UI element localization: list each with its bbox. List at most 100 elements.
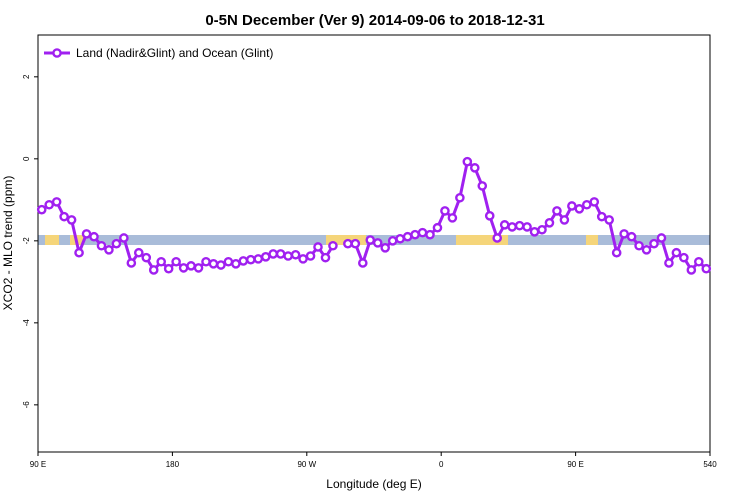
point bbox=[51, 197, 62, 207]
point bbox=[283, 251, 293, 261]
point bbox=[104, 245, 114, 255]
point bbox=[223, 256, 234, 267]
point bbox=[365, 235, 376, 245]
point bbox=[133, 247, 144, 258]
point bbox=[156, 256, 166, 267]
point bbox=[499, 220, 510, 230]
point bbox=[313, 242, 323, 252]
y-tick-label: 2 bbox=[22, 74, 31, 79]
point bbox=[245, 254, 256, 265]
point bbox=[201, 256, 211, 267]
point bbox=[559, 215, 570, 225]
point bbox=[649, 238, 659, 249]
point bbox=[298, 254, 308, 264]
point bbox=[477, 181, 488, 191]
point bbox=[634, 240, 644, 251]
point bbox=[163, 263, 174, 274]
point bbox=[253, 254, 264, 264]
x-tick-label: 180 bbox=[166, 460, 180, 469]
point bbox=[59, 211, 69, 222]
point bbox=[171, 256, 181, 267]
point bbox=[440, 206, 450, 216]
point bbox=[305, 251, 316, 261]
point bbox=[484, 211, 495, 221]
point bbox=[462, 156, 473, 167]
point bbox=[81, 229, 92, 239]
point bbox=[74, 247, 84, 258]
y-tick-label: -2 bbox=[22, 237, 31, 245]
legend-label: Land (Nadir&Glint) and Ocean (Glint) bbox=[76, 46, 273, 60]
point bbox=[96, 240, 107, 251]
point bbox=[178, 263, 189, 273]
point bbox=[589, 197, 600, 207]
point bbox=[469, 163, 480, 173]
point bbox=[596, 211, 607, 222]
point bbox=[148, 265, 159, 275]
point bbox=[582, 199, 592, 210]
y-tick-label: 0 bbox=[22, 156, 31, 161]
point bbox=[679, 252, 689, 263]
point bbox=[290, 249, 301, 260]
x-axis-label: Longitude (deg E) bbox=[326, 477, 421, 491]
x-tick-label: 0 bbox=[439, 460, 444, 469]
point bbox=[410, 229, 420, 240]
plot-frame bbox=[37, 34, 711, 453]
x-tick-label: 540 bbox=[703, 460, 717, 469]
point bbox=[193, 263, 204, 273]
point bbox=[701, 263, 712, 274]
point bbox=[44, 199, 55, 210]
point bbox=[111, 238, 122, 249]
point bbox=[544, 217, 555, 228]
point bbox=[275, 249, 286, 259]
point bbox=[694, 256, 704, 267]
point bbox=[141, 252, 152, 263]
point bbox=[350, 238, 361, 249]
point bbox=[626, 231, 637, 242]
point bbox=[492, 233, 503, 243]
point bbox=[552, 206, 562, 216]
point bbox=[36, 204, 47, 215]
point bbox=[328, 240, 338, 251]
point bbox=[402, 231, 413, 242]
x-tick-label: 90 W bbox=[297, 460, 316, 469]
point bbox=[320, 252, 331, 263]
y-tick-label: -4 bbox=[22, 319, 31, 327]
point bbox=[529, 227, 540, 237]
point bbox=[357, 258, 368, 268]
point bbox=[260, 252, 271, 262]
point bbox=[417, 227, 428, 238]
point bbox=[216, 260, 226, 270]
point bbox=[372, 238, 383, 248]
point bbox=[447, 213, 458, 223]
point bbox=[395, 233, 405, 244]
point bbox=[186, 261, 196, 271]
chart-title: 0-5N December (Ver 9) 2014-09-06 to 2018… bbox=[205, 12, 544, 29]
point bbox=[268, 249, 279, 259]
point bbox=[537, 224, 547, 235]
point bbox=[231, 258, 241, 269]
point bbox=[343, 238, 353, 249]
point bbox=[664, 258, 674, 268]
point bbox=[126, 258, 137, 268]
point bbox=[455, 192, 465, 203]
point bbox=[604, 215, 615, 225]
point bbox=[238, 256, 249, 266]
point bbox=[522, 222, 532, 232]
point bbox=[656, 233, 667, 243]
point bbox=[66, 215, 77, 225]
point bbox=[514, 220, 525, 231]
y-axis-label: XCO2 - MLO trend (ppm) bbox=[1, 176, 15, 311]
point bbox=[686, 265, 697, 275]
point bbox=[611, 247, 622, 258]
point bbox=[119, 233, 129, 243]
legend-marker bbox=[52, 48, 62, 58]
point bbox=[380, 243, 391, 253]
point bbox=[432, 222, 443, 233]
x-tick-label: 90 E bbox=[30, 460, 46, 469]
point bbox=[619, 229, 629, 239]
point bbox=[387, 236, 398, 246]
y-tick-label: -6 bbox=[22, 401, 31, 409]
point bbox=[574, 204, 585, 214]
point bbox=[507, 222, 517, 232]
